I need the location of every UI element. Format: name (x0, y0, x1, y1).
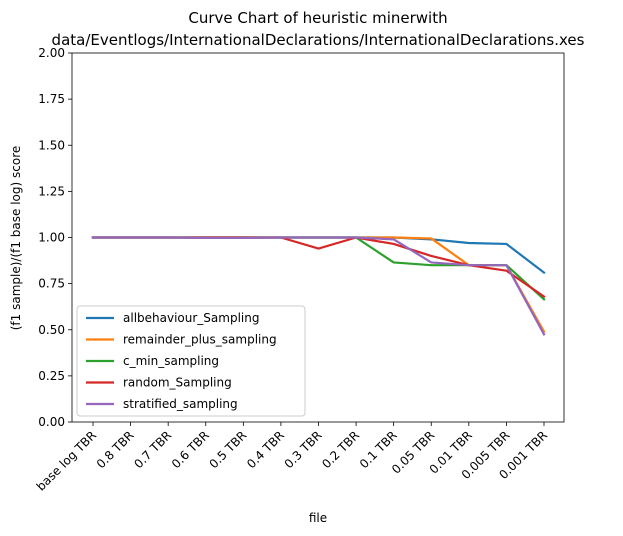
series-line-stratified_sampling (91, 236, 546, 336)
x-tick-label: 0.4 TBR (244, 428, 287, 471)
chart-title-line2: data/Eventlogs/InternationalDeclarations… (52, 31, 585, 49)
y-tick-label: 0.50 (38, 323, 65, 337)
plot-area: 0.00 0.25 0.50 0.75 1.00 1.25 1.50 1.75 2.00 base… (34, 46, 565, 494)
x-tick-label: 0.3 TBR (282, 428, 325, 471)
y-tick-label: 1.75 (38, 92, 65, 106)
axes-frame (71, 52, 565, 423)
y-axis-label: (f1 sample)/(f1 base log) score (9, 146, 23, 331)
legend-label: stratified_sampling (123, 397, 238, 411)
legend-box (76, 305, 306, 417)
x-tick-label: 0.6 TBR (169, 428, 212, 471)
legend-label: random_Sampling (123, 376, 232, 390)
y-tick-label: 0.75 (38, 277, 65, 291)
y-tick-label: 1.00 (38, 231, 65, 245)
x-axis-label: file (309, 511, 327, 525)
x-tick-label: 0.2 TBR (319, 428, 362, 471)
x-tick-label: 0.8 TBR (94, 428, 137, 471)
legend-label: allbehaviour_Sampling (123, 311, 259, 325)
x-tick-label: base log TBR (34, 428, 99, 493)
y-tick-label: 2.00 (38, 46, 65, 60)
series-line-c_min_sampling (91, 236, 546, 301)
legend-label: c_min_sampling (123, 354, 219, 368)
y-tick-label: 1.50 (38, 138, 65, 152)
x-tick-label: 0.5 TBR (206, 428, 249, 471)
legend-label: remainder_plus_sampling (123, 333, 277, 347)
chart-title-line1: Curve Chart of heuristic minerwith (188, 9, 447, 27)
y-tick-label: 1.25 (38, 184, 65, 198)
series-line-random_Sampling (91, 236, 546, 299)
x-tick-label: 0.7 TBR (131, 428, 174, 471)
y-tick-label: 0.25 (38, 369, 65, 383)
y-tick-label: 0.00 (38, 415, 65, 429)
